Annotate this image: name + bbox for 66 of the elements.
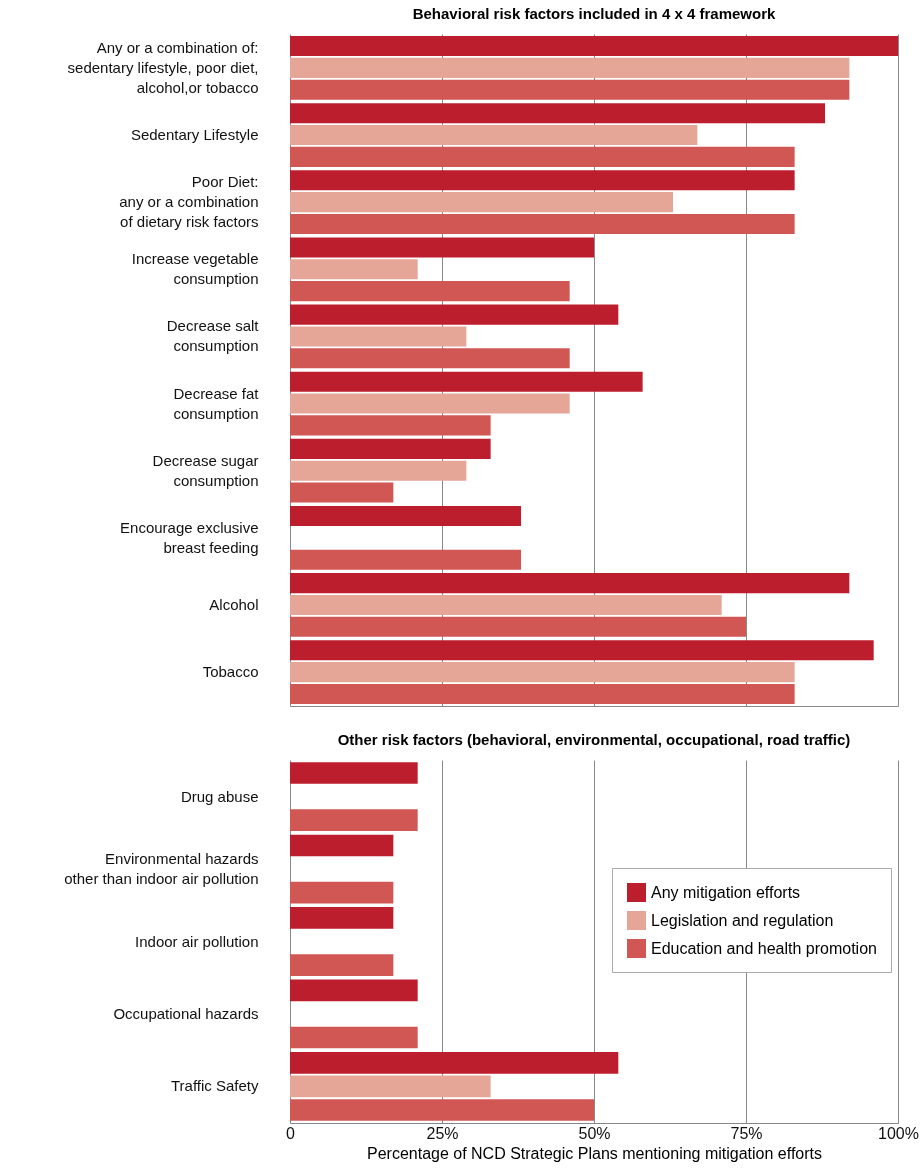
bar [290,36,898,57]
y-tick-label: Drug abuse [180,787,259,805]
y-tick-label: Encourage exclusive breast feeding [120,518,259,556]
y-tick-label: Increase vegetable consumption [131,250,259,288]
bar [290,683,795,704]
bar [290,809,418,832]
y-tick-label: Poor Diet: any or a combination of dietary risk factors [119,173,259,231]
bar [290,762,418,784]
bar [290,1051,619,1074]
bar [290,124,698,146]
legend-label: Any mitigation efforts [651,883,801,901]
bar [290,304,619,325]
y-tick-label: Traffic Safety [170,1077,259,1095]
bar [290,482,394,503]
bar [290,1075,491,1098]
bar [290,979,418,1002]
bar [290,954,394,976]
bar [290,326,467,347]
bar [290,573,850,594]
x-tick-label: 50% [578,1124,611,1142]
y-tick-label: Sedentary Lifestyle [130,126,259,144]
y-tick-label: Any or a combination of: sedentary lifestyle, poor diet, alcohol,or tobacco [67,38,259,96]
bar [290,881,394,904]
x-axis-title: Percentage of NCD Strategic Plans mentioning mitigation efforts [366,1144,823,1162]
bar [290,393,570,414]
bar [290,907,394,929]
bar [290,170,795,191]
x-tick-label: 0 [286,1124,296,1142]
y-tick-label: Indoor air pollution [135,932,259,950]
bar [290,281,570,302]
bar [290,213,795,235]
bar [290,259,418,280]
y-tick-label: Environmental hazards other than indoor air pollution [64,850,259,888]
bar [290,415,491,436]
y-tick-label: Tobacco [202,663,259,681]
legend-label: Legislation and regulation [651,911,834,929]
chart-title: Other risk factors (behavioral, environmental, occupational, road traffic) [337,731,851,748]
bar [290,1026,418,1049]
bar [290,146,795,167]
bar [290,640,874,661]
bar [290,438,491,459]
x-tick-label: 100% [878,1124,919,1142]
bar [290,549,522,570]
bar [290,79,850,100]
bar [290,460,467,481]
bar [290,57,850,78]
chart-title: Behavioral risk factors included in 4 x 4 framework [412,5,776,22]
bar [290,834,394,857]
y-tick-label: Decrease fat consumption [173,384,260,422]
bar [290,505,522,527]
bar [290,371,643,392]
y-tick-label: Alcohol [209,595,259,613]
y-tick-label: Decrease salt consumption [166,317,260,355]
x-tick-label: 25% [426,1124,459,1142]
bar [290,616,746,637]
bar [290,192,674,213]
bar [290,103,826,124]
y-tick-label: Occupational hazards [113,1004,259,1022]
legend-label: Education and health promotion [651,939,877,957]
bar [290,594,722,616]
x-tick-label: 75% [730,1124,763,1142]
bar [290,237,594,258]
bar [290,662,795,683]
bar [290,348,570,369]
y-tick-label: Decrease sugar consumption [152,451,259,489]
bar [290,1099,594,1121]
